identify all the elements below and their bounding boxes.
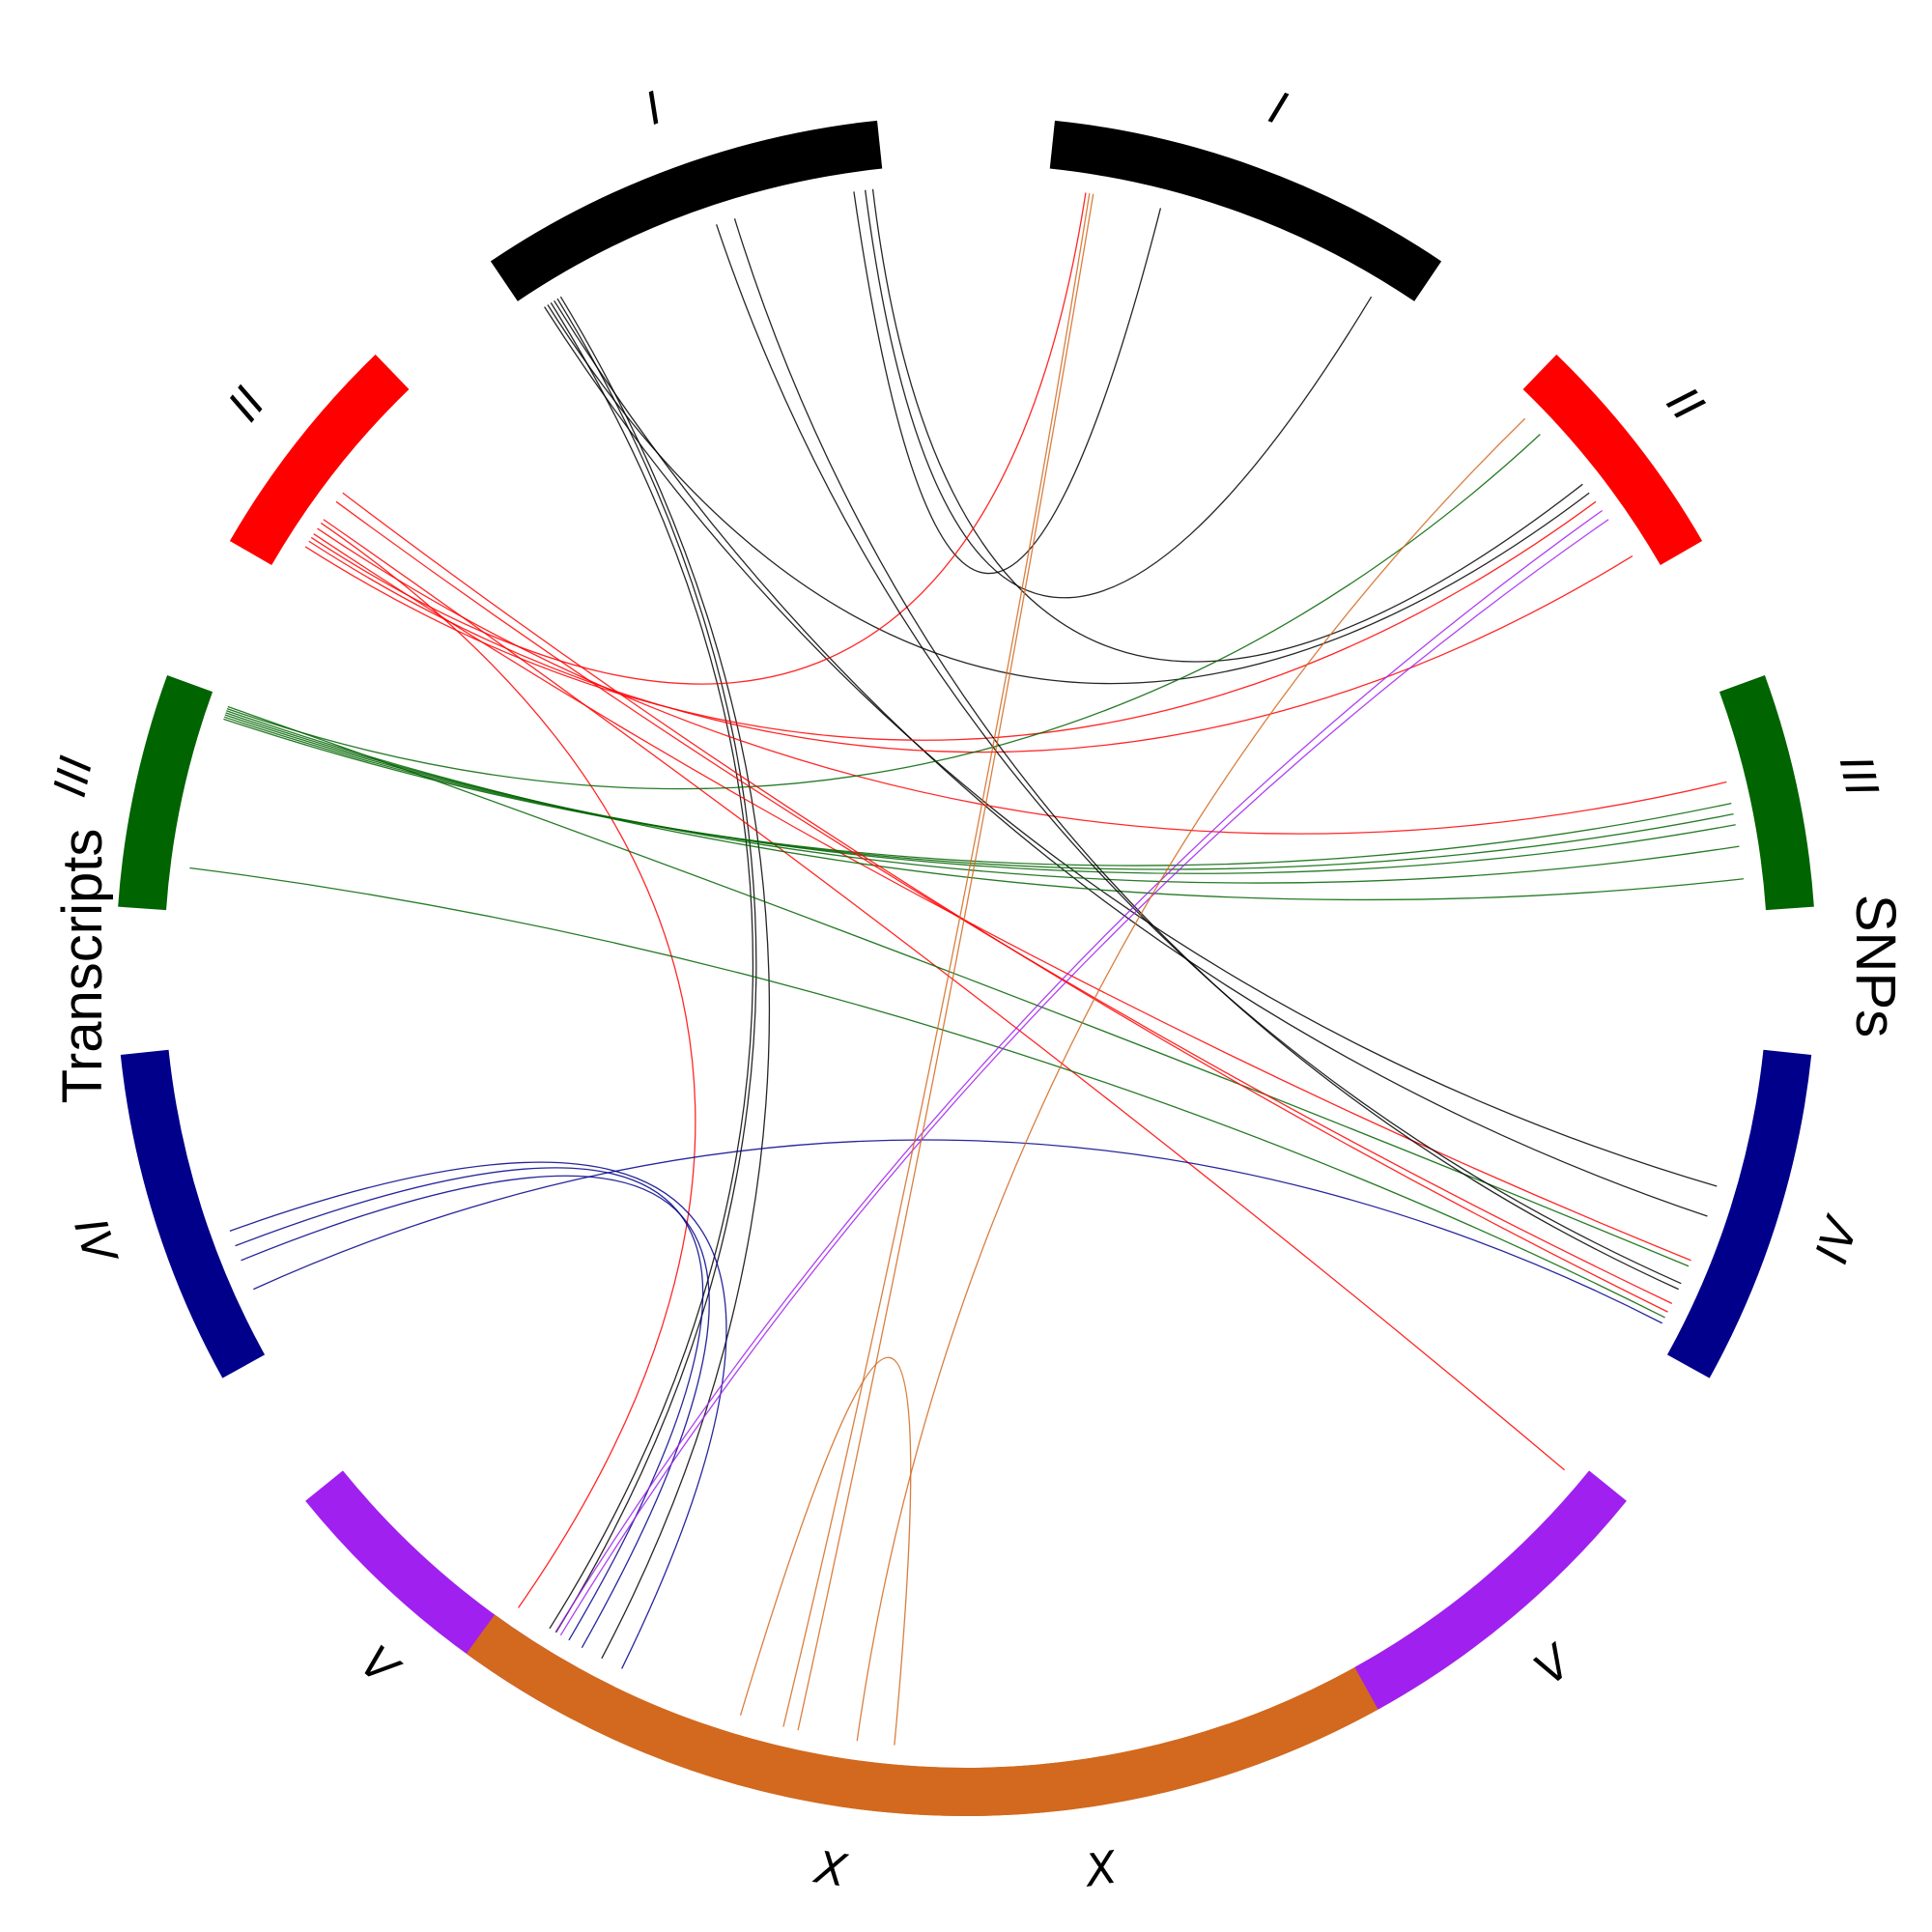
link-7 xyxy=(871,188,1583,663)
link-21 xyxy=(226,434,1541,790)
label-transcripts-chr-iii: III xyxy=(43,752,102,801)
link-13 xyxy=(320,522,696,1608)
link-15 xyxy=(323,519,1566,1471)
link-25 xyxy=(335,500,1673,1304)
link-16 xyxy=(223,718,1732,867)
link-30 xyxy=(235,1167,704,1641)
chromosome-arcs xyxy=(118,120,1814,1816)
link-23 xyxy=(716,224,1682,1285)
arc-transcripts-chr-i xyxy=(490,120,883,301)
link-9 xyxy=(310,192,1087,685)
link-32 xyxy=(559,519,1609,1636)
label-transcripts-chr-ii: II xyxy=(218,378,275,431)
arc-snps-chr-iv xyxy=(1666,1049,1812,1378)
arc-snps-chr-v xyxy=(1354,1470,1627,1710)
link-1 xyxy=(554,299,1708,1217)
links-layer xyxy=(189,188,1745,1746)
label-transcripts-chr-i: I xyxy=(639,81,668,134)
label-transcripts-chr-x: X xyxy=(1080,1840,1122,1897)
link-35 xyxy=(782,193,1091,1727)
label-transcripts-chr-v: V xyxy=(351,1635,411,1697)
arc-transcripts-chr-iii xyxy=(118,675,213,911)
snps-title: SNPs xyxy=(1844,895,1907,1037)
link-26 xyxy=(342,492,1668,1313)
arc-snps-chr-iii xyxy=(1719,675,1814,911)
link-37 xyxy=(739,1356,912,1746)
label-snps-chr-v: V xyxy=(1524,1634,1584,1695)
arc-transcripts-chr-iv xyxy=(120,1049,266,1378)
link-20 xyxy=(226,710,1745,901)
label-snps-chr-i: I xyxy=(1264,81,1293,134)
label-snps-chr-iv: IV xyxy=(1805,1208,1869,1269)
label-transcripts-chr-iv: IV xyxy=(64,1212,128,1273)
link-34 xyxy=(797,193,1094,1731)
link-8 xyxy=(853,191,1162,575)
link-36 xyxy=(856,417,1526,1742)
link-12 xyxy=(317,527,1727,835)
link-19 xyxy=(225,712,1740,884)
link-27 xyxy=(189,867,1665,1319)
arc-snps-chr-i xyxy=(1049,120,1442,301)
link-10 xyxy=(304,500,1597,741)
label-snps-chr-iii: III xyxy=(1830,752,1889,801)
link-28 xyxy=(253,1139,1662,1324)
link-29 xyxy=(241,1175,710,1648)
link-18 xyxy=(224,714,1736,874)
link-2 xyxy=(547,304,1590,685)
link-14 xyxy=(313,533,1691,1262)
link-3 xyxy=(549,302,754,1630)
arc-transcripts-chr-ii xyxy=(229,354,410,565)
label-snps-chr-ii: II xyxy=(1657,378,1714,431)
link-6 xyxy=(865,189,1373,599)
arc-snps-chr-ii xyxy=(1522,354,1703,565)
link-11 xyxy=(308,540,1634,753)
link-0 xyxy=(544,306,1718,1187)
link-22 xyxy=(227,705,1690,1267)
link-4 xyxy=(555,298,757,1634)
link-17 xyxy=(223,716,1734,870)
link-5 xyxy=(559,296,771,1660)
link-24 xyxy=(733,218,1679,1291)
link-31 xyxy=(229,1161,727,1669)
arc-snps-chr-x xyxy=(466,1614,1243,1816)
link-33 xyxy=(554,509,1603,1633)
label-snps-chr-x: X xyxy=(810,1840,852,1897)
transcripts-title: Transcripts xyxy=(51,829,114,1104)
